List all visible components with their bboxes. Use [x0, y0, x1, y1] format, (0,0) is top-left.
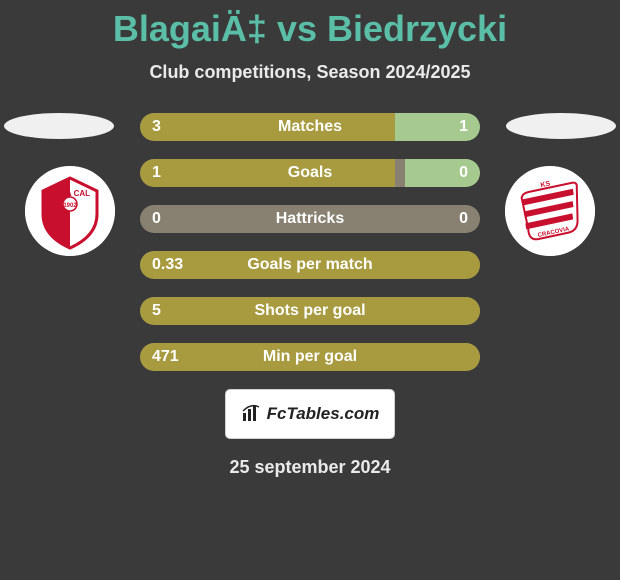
stat-label: Goals per match	[140, 251, 480, 279]
brand-text: FcTables.com	[267, 404, 380, 424]
stat-row: 0.33Goals per match	[140, 251, 480, 279]
vicenza-logo-icon: ENZA CAL 1902	[25, 166, 115, 256]
cracovia-logo-icon: KS CRACOVIA	[505, 166, 595, 256]
player-shadow-left	[4, 113, 114, 139]
brand-logo-icon	[241, 401, 263, 428]
club-logo-left: ENZA CAL 1902	[25, 166, 115, 256]
page-title: BlagaiÄ‡ vs Biedrzycki	[0, 0, 620, 50]
stat-label: Hattricks	[140, 205, 480, 233]
stat-row: 00Hattricks	[140, 205, 480, 233]
date-label: 25 september 2024	[0, 457, 620, 478]
stat-bars: 31Matches 10Goals 00Hattricks 0.33Goals per…	[140, 113, 480, 371]
comparison-panel: ENZA CAL 1902 KS CRACOVIA 31Matches 10Goa…	[0, 113, 620, 371]
stat-row: 10Goals	[140, 159, 480, 187]
stat-label: Shots per goal	[140, 297, 480, 325]
stat-label: Matches	[140, 113, 480, 141]
stat-row: 471Min per goal	[140, 343, 480, 371]
stat-label: Goals	[140, 159, 480, 187]
brand-badge[interactable]: FcTables.com	[225, 389, 395, 439]
stat-row: 5Shots per goal	[140, 297, 480, 325]
player-shadow-right	[506, 113, 616, 139]
club-logo-right: KS CRACOVIA	[505, 166, 595, 256]
stat-row: 31Matches	[140, 113, 480, 141]
subtitle: Club competitions, Season 2024/2025	[0, 62, 620, 83]
svg-text:1902: 1902	[63, 203, 77, 209]
stat-label: Min per goal	[140, 343, 480, 371]
